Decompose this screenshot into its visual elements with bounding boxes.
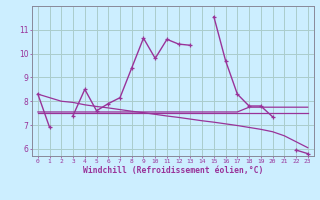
X-axis label: Windchill (Refroidissement éolien,°C): Windchill (Refroidissement éolien,°C) [83,166,263,175]
